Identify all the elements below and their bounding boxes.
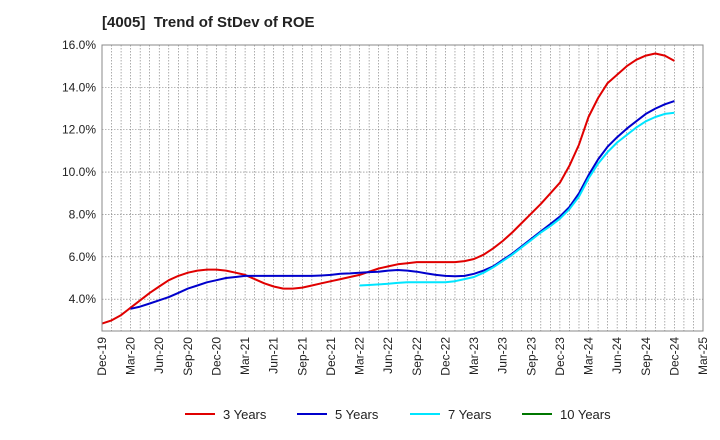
plot-area-frame — [101, 44, 704, 332]
x-tick-label: Jun-20 — [152, 337, 166, 374]
x-tick-label: Sep-24 — [639, 337, 653, 376]
x-tick-label: Mar-20 — [124, 337, 138, 375]
chart-title: [4005] Trend of StDev of ROE — [102, 14, 315, 31]
legend: 3 Years 5 Years 7 Years 10 Years — [185, 407, 611, 422]
x-axis-ticks: Dec-19 Mar-20 Jun-20 Sep-20 Dec-20 Mar-21 Jun-… — [95, 337, 710, 376]
x-tick-label: Dec-24 — [667, 337, 681, 376]
y-tick-label: 12.0% — [62, 123, 96, 137]
x-tick-label: Dec-21 — [324, 337, 338, 376]
x-tick-label: Mar-22 — [353, 337, 367, 375]
x-tick-label: Mar-24 — [582, 337, 596, 375]
series-line-7-years — [359, 111, 675, 287]
x-tick-label: Mar-21 — [238, 337, 252, 375]
x-tick-label: Jun-22 — [381, 337, 395, 374]
x-tick-label: Mar-25 — [696, 337, 710, 375]
x-tick-label: Jun-24 — [610, 337, 624, 374]
series-line-3-years — [101, 52, 675, 325]
series-line-5-years — [130, 100, 675, 310]
x-tick-label: Dec-23 — [553, 337, 567, 376]
legend-label: 5 Years — [335, 407, 379, 422]
y-tick-label: 16.0% — [62, 38, 96, 52]
x-tick-label: Jun-23 — [496, 337, 510, 374]
legend-label: 10 Years — [560, 407, 611, 422]
y-tick-label: 10.0% — [62, 165, 96, 179]
y-tick-label: 14.0% — [62, 80, 96, 94]
y-tick-label: 4.0% — [69, 292, 97, 306]
x-tick-label: Mar-23 — [467, 337, 481, 375]
x-tick-label: Dec-22 — [438, 337, 452, 376]
series-lines — [101, 52, 675, 325]
legend-label: 7 Years — [448, 407, 492, 422]
y-axis-ticks: 4.0% 6.0% 8.0% 10.0% 12.0% 14.0% 16.0% — [62, 38, 96, 306]
x-tick-label: Sep-22 — [410, 337, 424, 376]
x-tick-label: Sep-23 — [524, 337, 538, 376]
y-tick-label: 6.0% — [69, 250, 97, 264]
x-tick-label: Jun-21 — [267, 337, 281, 374]
x-tick-label: Sep-21 — [295, 337, 309, 376]
y-tick-label: 8.0% — [69, 207, 97, 221]
x-tick-label: Dec-20 — [209, 337, 223, 376]
x-tick-label: Dec-19 — [95, 337, 109, 376]
legend-label: 3 Years — [223, 407, 267, 422]
x-tick-label: Sep-20 — [181, 337, 195, 376]
